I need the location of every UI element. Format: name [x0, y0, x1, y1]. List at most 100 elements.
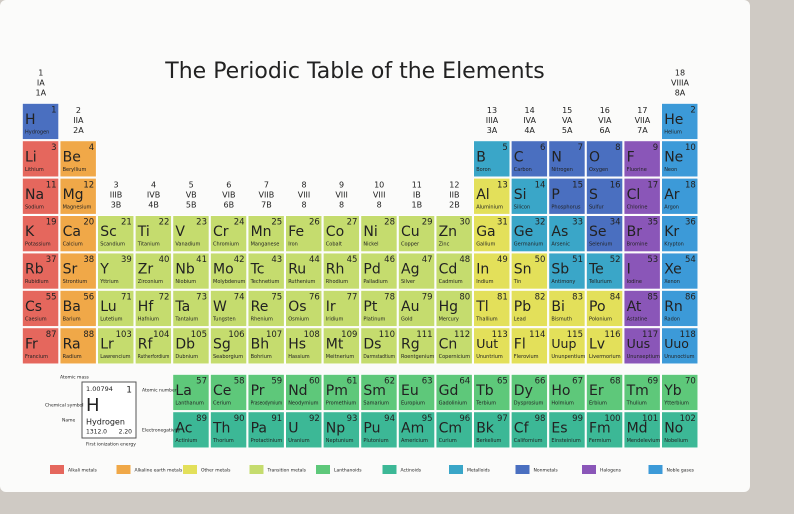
element-symbol: Hf	[138, 299, 155, 315]
element-symbol: Cu	[401, 224, 420, 240]
element-cell	[661, 327, 699, 365]
element-cell	[586, 140, 623, 178]
element-name: Zinc	[439, 242, 450, 248]
element-name: Copper	[401, 242, 420, 248]
element-name: Boron	[476, 167, 491, 173]
element-symbol: Cn	[439, 336, 458, 352]
group-label: 8A	[675, 89, 686, 98]
group-label: VIIIA	[671, 79, 690, 88]
legend-label: Alkali metals	[68, 468, 97, 474]
element-symbol: Ne	[664, 149, 683, 165]
legend-swatch	[382, 465, 397, 474]
element-name: Phosphorus	[551, 204, 580, 210]
element-symbol: Br	[627, 224, 643, 240]
atomic-number: 20	[83, 218, 94, 228]
atomic-number: 71	[121, 293, 132, 303]
element-cell	[510, 178, 548, 215]
atomic-number: 33	[572, 218, 583, 228]
element-cell	[22, 178, 59, 215]
group-label: 7B	[261, 201, 272, 210]
atomic-number: 56	[83, 293, 94, 303]
element-name: Bromine	[627, 242, 648, 248]
group-label: 16	[600, 106, 610, 115]
group-label: 18	[675, 69, 685, 78]
legend-swatch	[582, 465, 596, 474]
element-cell	[172, 327, 210, 365]
atomic-number: 77	[347, 293, 358, 303]
element-name: Dubnium	[175, 354, 198, 360]
element-cell	[322, 374, 360, 411]
atomic-number: 10	[685, 143, 696, 153]
element-symbol: Th	[212, 420, 230, 436]
element-name: Ytterbium	[663, 401, 689, 407]
group-label: 8	[339, 201, 344, 210]
element-cell	[285, 374, 323, 411]
atomic-number: 118	[680, 330, 696, 340]
element-cell	[510, 374, 548, 411]
group-label: 7	[264, 181, 269, 190]
element-name: Ununpentium	[551, 354, 585, 360]
element-cell	[210, 252, 247, 290]
atomic-number: 81	[497, 293, 508, 303]
atomic-number: 42	[234, 255, 245, 265]
key-label: Chemical symbol	[45, 403, 84, 409]
element-name: Tungsten	[212, 317, 236, 323]
element-cell	[661, 140, 699, 178]
element-name: Ununseptium	[627, 354, 661, 360]
element-name: Mercury	[439, 317, 459, 323]
element-name: Thulium	[626, 401, 647, 407]
element-name: Silicon	[514, 204, 530, 210]
atomic-number: 111	[416, 330, 432, 340]
element-name: Ununtrium	[476, 354, 503, 360]
element-cell	[435, 215, 473, 252]
atomic-number: 98	[535, 414, 546, 424]
atomic-number: 1	[51, 106, 56, 116]
atomic-number: 19	[46, 218, 57, 228]
element-symbol: Rn	[664, 299, 683, 315]
element-cell	[97, 215, 135, 252]
element-symbol: Ti	[137, 224, 150, 240]
element-symbol: Uup	[551, 336, 576, 351]
element-symbol: Cr	[213, 224, 229, 240]
atomic-number: 84	[610, 293, 621, 303]
element-name: Copernicium	[439, 354, 471, 360]
element-cell	[210, 411, 247, 449]
element-cell	[59, 252, 97, 290]
legend-label: Nonmetals	[534, 468, 559, 474]
group-label: 7A	[637, 126, 648, 135]
key-label: Electronegativity	[142, 428, 181, 434]
element-cell	[510, 290, 548, 327]
element-cell	[661, 215, 699, 252]
atomic-number: 114	[529, 330, 545, 340]
element-name: Livermorium	[589, 354, 621, 360]
element-cell	[661, 178, 699, 215]
element-name: Cobalt	[326, 242, 342, 248]
element-name: Lead	[514, 317, 526, 323]
element-name: Thorium	[212, 438, 234, 444]
atomic-number: 16	[610, 180, 621, 190]
group-label: 5	[189, 181, 194, 190]
atomic-number: 53	[647, 255, 658, 265]
element-name: Technetium	[250, 279, 280, 285]
group-label: 3B	[111, 201, 122, 210]
title: The Periodic Table of the Elements	[164, 59, 544, 84]
element-symbol: Sc	[100, 224, 117, 240]
element-cell	[435, 252, 473, 290]
atomic-number: 65	[497, 377, 508, 387]
element-name: Yttrium	[99, 279, 119, 285]
element-symbol: Mg	[63, 187, 84, 203]
element-name: Scandium	[100, 242, 125, 248]
element-name: Magnesium	[63, 204, 92, 210]
element-cell	[59, 178, 97, 215]
atomic-number: 18	[685, 180, 696, 190]
element-name: Roentgenium	[401, 354, 434, 360]
legend-swatch	[648, 465, 663, 474]
element-name: Palladium	[363, 279, 387, 285]
element-name: Neptunium	[326, 438, 354, 444]
element-symbol: Kr	[664, 224, 679, 240]
element-cell	[247, 327, 285, 365]
legend-label: Other metals	[201, 468, 231, 474]
element-symbol: Sb	[551, 262, 569, 278]
element-cell	[360, 374, 398, 411]
key-cell	[81, 381, 137, 439]
